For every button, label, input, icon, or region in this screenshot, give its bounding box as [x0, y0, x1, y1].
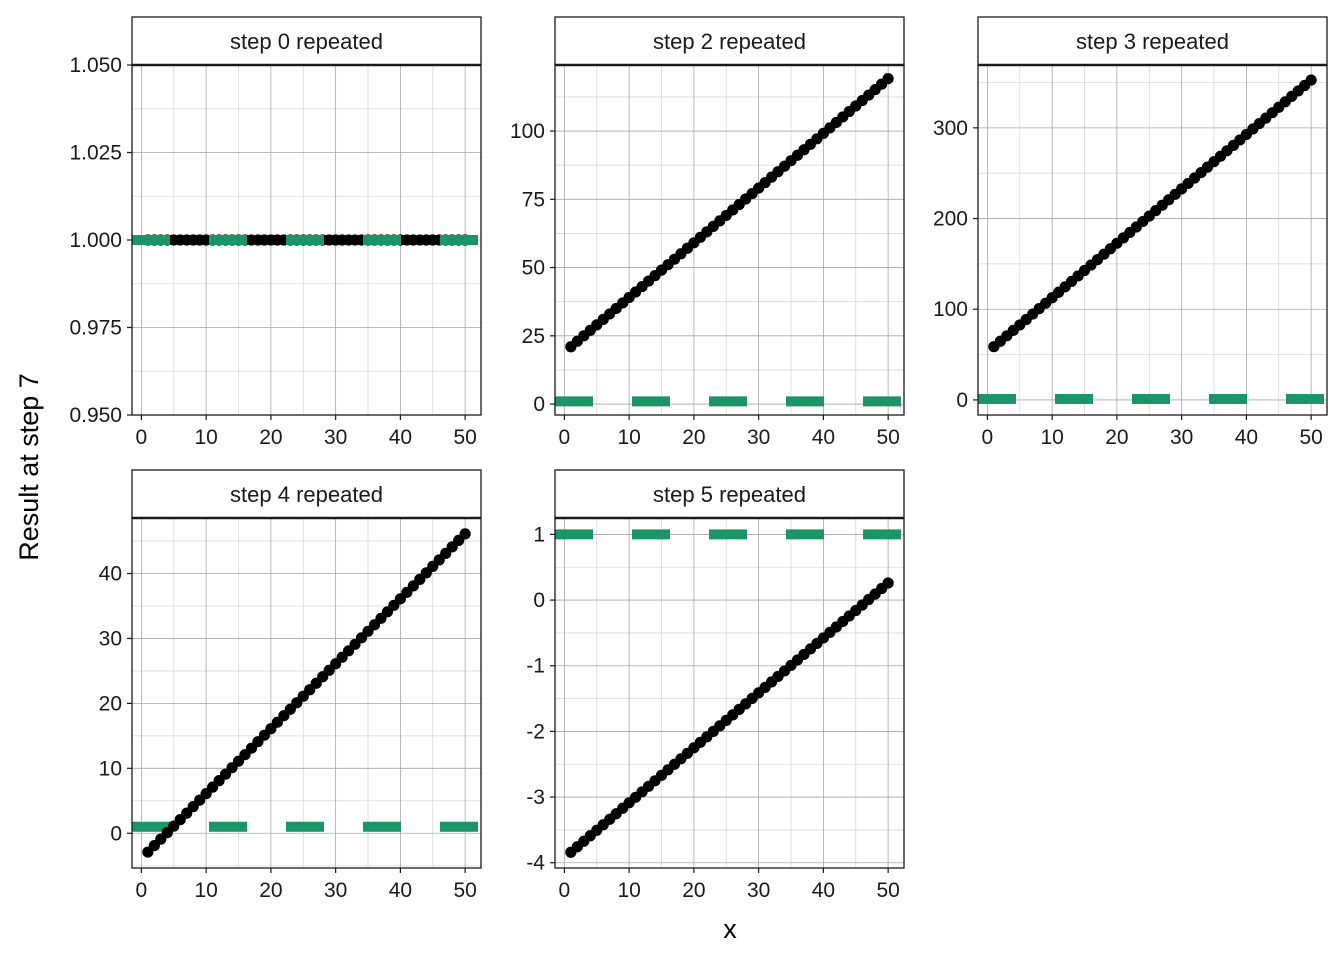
- x-tick-label: 40: [1235, 426, 1258, 449]
- data-point: [459, 528, 471, 540]
- panel-plot-area: [555, 529, 904, 858]
- y-tick-label: 30: [99, 627, 122, 650]
- x-tick-label: 50: [876, 426, 899, 449]
- x-tick-label: 0: [982, 426, 994, 449]
- x-tick-label: 50: [453, 879, 476, 902]
- data-point: [1305, 74, 1317, 86]
- facet-strip: [554, 469, 905, 519]
- x-tick-label: 20: [682, 879, 705, 902]
- y-tick-label: 0.950: [69, 404, 122, 427]
- x-tick-label: 40: [389, 879, 412, 902]
- x-tick-label: 50: [1299, 426, 1322, 449]
- facet-strip-label: step 4 repeated: [230, 482, 383, 507]
- x-tick-label: 40: [812, 879, 835, 902]
- facet-strip: [131, 469, 482, 519]
- x-tick-label: 20: [259, 879, 282, 902]
- facet-strip-label: step 0 repeated: [230, 29, 383, 54]
- data-point: [882, 577, 894, 589]
- x-tick-label: 0: [559, 879, 571, 902]
- x-tick-label: 40: [812, 426, 835, 449]
- x-tick-label: 30: [747, 879, 770, 902]
- panel-plot-area: [555, 73, 904, 407]
- x-tick-label: 20: [682, 426, 705, 449]
- y-tick-label: 0: [533, 589, 545, 612]
- x-tick-label: 30: [747, 426, 770, 449]
- x-tick-label: 10: [1040, 426, 1063, 449]
- x-tick-label: 0: [559, 426, 571, 449]
- y-tick-label: 0: [533, 393, 545, 416]
- x-tick-label: 30: [1170, 426, 1193, 449]
- x-tick-label: 20: [1105, 426, 1128, 449]
- x-tick-label: 10: [194, 879, 217, 902]
- y-tick-label: 10: [99, 757, 122, 780]
- y-tick-label: 1: [533, 523, 545, 546]
- y-tick-label: -3: [526, 786, 545, 809]
- y-tick-label: 200: [933, 208, 968, 231]
- facet-strip-label: step 3 repeated: [1076, 29, 1229, 54]
- x-tick-label: 40: [389, 426, 412, 449]
- y-tick-label: 0: [956, 389, 968, 412]
- x-tick-label: 30: [324, 426, 347, 449]
- facet-strip: [977, 16, 1328, 66]
- panel-plot-area: [132, 528, 481, 858]
- y-tick-label: 40: [99, 563, 122, 586]
- facet-strip-label: step 5 repeated: [653, 482, 806, 507]
- y-tick-label: 0.975: [69, 317, 122, 340]
- y-tick-label: 1.025: [69, 142, 122, 165]
- y-tick-label: 1.050: [69, 54, 122, 77]
- y-tick-label: -4: [526, 852, 545, 875]
- y-axis-title: Result at step 7: [14, 373, 44, 561]
- y-tick-label: 0: [110, 822, 122, 845]
- y-tick-label: 300: [933, 117, 968, 140]
- data-point: [882, 73, 894, 85]
- x-tick-label: 50: [453, 426, 476, 449]
- y-tick-label: 100: [933, 298, 968, 321]
- y-tick-label: 75: [522, 188, 545, 211]
- y-tick-label: -1: [526, 655, 545, 678]
- panel-plot-area: [132, 234, 481, 246]
- facet-strip: [554, 16, 905, 66]
- x-axis-title: x: [723, 914, 737, 944]
- x-tick-label: 0: [136, 879, 148, 902]
- panel-3: step 3 repeated 0 10 20 30 40 50 0 100 200 300: [933, 16, 1328, 449]
- panel-1: step 0 repeated 0 10 20 30 40 50 0.950 0.975 1.00…: [69, 16, 482, 449]
- x-tick-label: 0: [136, 426, 148, 449]
- panel-frame: [554, 64, 905, 416]
- x-tick-label: 10: [617, 426, 640, 449]
- y-tick-label: 50: [522, 257, 545, 280]
- panel-2: step 2 repeated 0 10 20 30 40 50 0 25 50 75 100: [510, 16, 905, 449]
- x-tick-label: 10: [194, 426, 217, 449]
- x-tick-label: 20: [259, 426, 282, 449]
- panel-5: step 5 repeated 0 10 20 30 40 50 -4 -3 -2 -1 0 1: [526, 469, 905, 902]
- y-tick-label: 1.000: [69, 229, 122, 252]
- y-tick-label: 100: [510, 120, 545, 143]
- x-tick-label: 50: [876, 879, 899, 902]
- y-tick-label: -2: [526, 720, 545, 743]
- facet-strip-label: step 2 repeated: [653, 29, 806, 54]
- y-tick-label: 25: [522, 325, 545, 348]
- panel-plot-area: [978, 74, 1327, 405]
- x-tick-label: 30: [324, 879, 347, 902]
- x-tick-label: 10: [617, 879, 640, 902]
- y-tick-label: 20: [99, 692, 122, 715]
- panel-4: step 4 repeated 0 10 20 30 40 50 0 10 20 30 40: [99, 469, 482, 902]
